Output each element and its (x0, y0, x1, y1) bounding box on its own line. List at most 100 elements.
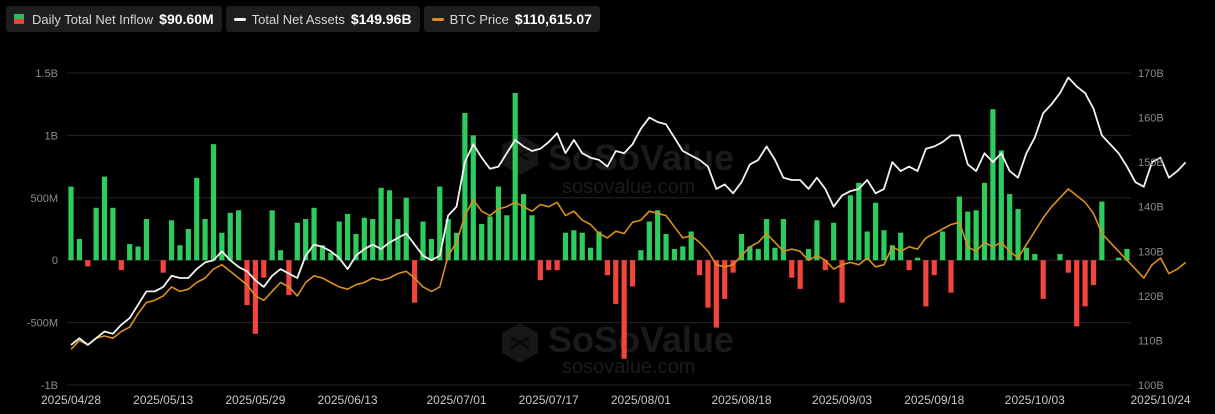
inflow-bar-positive (655, 210, 661, 261)
inflow-bar-negative (713, 260, 719, 328)
inflow-bar-positive (562, 232, 569, 261)
inflow-bar-positive (1015, 209, 1021, 261)
inflow-bar-positive (236, 210, 242, 261)
inflow-bar-positive (856, 182, 862, 261)
watermark-logo-bottom (502, 323, 538, 363)
inflow-bar-positive (294, 222, 300, 261)
sosovalue-watermark: SoSoValue sosovalue.com SoSoValue sosova… (502, 135, 734, 378)
x-axis-tick-label: 2025/05/29 (225, 393, 285, 407)
legend-item-inflow[interactable]: Daily Total Net Inflow $90.60M (6, 6, 222, 32)
inflow-bar-positive (328, 252, 334, 261)
inflow-bar-positive (1007, 194, 1013, 261)
inflow-bar-negative (797, 260, 803, 289)
inflow-bar-positive (638, 250, 644, 261)
inflow-bar-negative (730, 260, 736, 273)
inflow-bar-positive (277, 250, 284, 261)
inflow-bar-positive (831, 222, 837, 261)
inflow-bar-positive (386, 190, 393, 261)
inflow-bar-negative (629, 260, 636, 287)
x-axis-tick-label: 2025/09/03 (812, 393, 872, 407)
legend-assets-label: Total Net Assets (251, 11, 345, 27)
inflow-bar-positive (872, 202, 879, 261)
right-axis-tick-label: 170B (1138, 68, 1164, 80)
inflow-bar-negative (1065, 260, 1071, 273)
inflow-bar-positive (470, 135, 476, 261)
inflow-bar-negative (705, 260, 711, 308)
inflow-bar-negative (554, 260, 560, 271)
inflow-bar-positive (747, 246, 753, 261)
inflow-bar-positive (202, 219, 208, 261)
inflow-bar-positive (227, 212, 233, 261)
inflow-bar-negative (412, 260, 418, 303)
inflow-bar-positive (579, 232, 585, 261)
inflow-bar-positive (462, 112, 468, 261)
inflow-bar-positive (319, 245, 326, 261)
inflow-bar-positive (981, 182, 988, 261)
x-axis-tick-label: 2025/07/17 (519, 393, 579, 407)
inflow-bar-positive (311, 207, 317, 261)
inflow-bar-positive (847, 195, 854, 261)
inflow-bar-positive (428, 238, 434, 261)
inflow-bar-positive (805, 248, 812, 261)
inflow-bar-negative (537, 260, 543, 281)
inflow-bar-positive (127, 243, 133, 261)
inflow-bar-positive (914, 257, 921, 261)
legend-assets-value: $149.96B (350, 11, 412, 27)
inflow-bar-negative (604, 260, 610, 276)
axes: -1B -500M 0 500M 1B 1.5B 100B 110B 120B 130B 140B 1… (27, 68, 1191, 407)
inflow-bar-positive (395, 219, 401, 261)
inflow-bar-negative (160, 260, 166, 273)
inflow-bar-positive (688, 231, 694, 261)
inflow-bar-positive (814, 220, 820, 261)
inflow-bar-positive (1116, 257, 1122, 261)
inflow-bar-negative (286, 260, 292, 296)
inflow-bar-positive (177, 245, 183, 261)
inflow-bar-positive (135, 246, 141, 261)
inflow-bar-positive (110, 207, 116, 261)
inflow-bar-positive (168, 220, 175, 261)
right-axis-tick-label: 150B (1138, 157, 1164, 169)
inflow-bar-positive (453, 232, 460, 261)
inflow-bar-negative (252, 260, 258, 334)
x-axis-tick-label: 2025/08/01 (611, 393, 671, 407)
x-axis-tick-label: 2025/09/18 (904, 393, 964, 407)
inflow-bar-negative (118, 260, 124, 271)
right-axis-tick-label: 100B (1138, 380, 1164, 392)
inflow-bar-negative (244, 260, 250, 306)
inflow-bar-negative (948, 260, 954, 293)
inflow-bar-positive (755, 248, 761, 261)
inflow-bar-positive (344, 214, 351, 261)
right-axis-tick-label: 110B (1138, 335, 1163, 347)
inflow-bar-positive (571, 230, 577, 261)
series-lines (70, 76, 1187, 350)
inflow-bar-positive (68, 186, 74, 261)
x-axis-tick-label: 2025/07/01 (426, 393, 486, 407)
inflow-bar-negative (261, 260, 267, 278)
inflow-bar-positive (898, 232, 904, 261)
inflow-bar-positive (588, 247, 594, 261)
inflow-bar-negative (696, 260, 703, 276)
inflow-bar-positive (864, 231, 870, 261)
inflow-bar-positive (445, 219, 451, 261)
right-axis-tick-label: 130B (1138, 246, 1164, 258)
left-axis-tick-label: -1B (41, 380, 58, 392)
inflow-bar-positive (353, 233, 359, 261)
inflow-bar-positive (956, 196, 962, 261)
inflow-bar-positive (780, 219, 786, 261)
inflow-bar-positive (990, 109, 996, 261)
btc-line-swatch-icon (431, 17, 444, 21)
inflow-bar-negative (85, 260, 91, 267)
x-axis-tick-label: 2025/05/13 (133, 393, 193, 407)
inflow-swatch-icon (14, 14, 24, 24)
inflow-bar-negative (931, 260, 937, 276)
inflow-bar-negative (1082, 260, 1088, 307)
x-axis-tick-label: 2025/10/03 (1005, 393, 1065, 407)
legend-item-btc[interactable]: BTC Price $110,615.07 (423, 6, 600, 32)
inflow-bar-positive (76, 238, 82, 261)
inflow-bar-positive (881, 230, 887, 261)
legend-inflow-label: Daily Total Net Inflow (32, 11, 154, 27)
inflow-bar-positive (194, 177, 200, 261)
inflow-bar-positive (889, 245, 895, 261)
legend-item-assets[interactable]: Total Net Assets $149.96B (225, 6, 420, 32)
inflow-bar-positive (520, 194, 527, 261)
